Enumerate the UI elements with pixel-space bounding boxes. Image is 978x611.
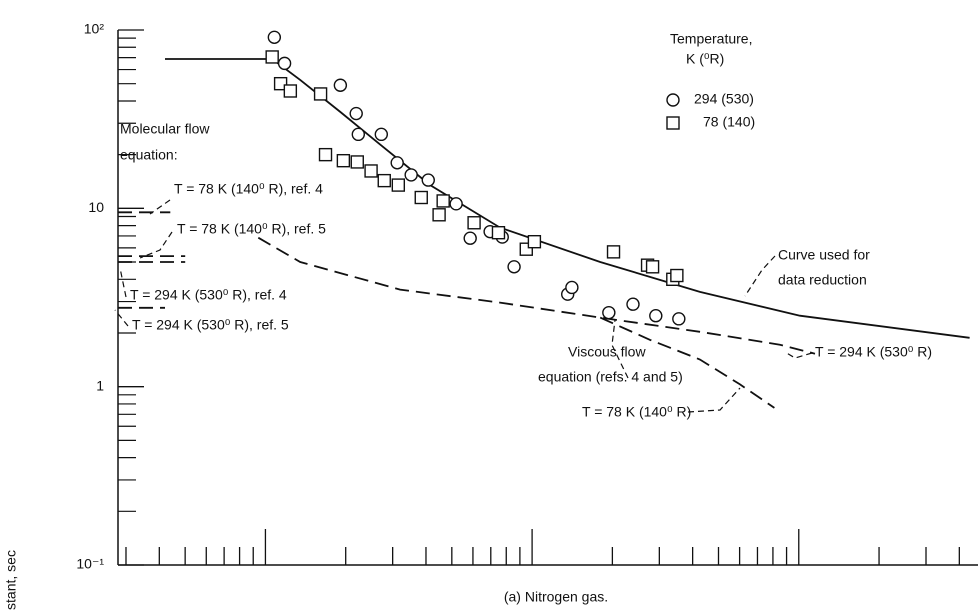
point [602,305,616,320]
point [432,208,446,222]
point [436,194,450,208]
point [449,197,463,211]
legend-label: 78 (140) [703,114,755,130]
point [318,147,333,162]
leader [611,319,629,379]
leader-lines [114,199,813,413]
legend-marker [666,116,680,130]
point [267,30,282,45]
point [391,178,406,192]
point [377,173,391,188]
annotation: equation (refs. 4 and 5) [538,369,683,385]
y-axis-label: stant, sec [3,550,19,610]
leader [784,351,813,359]
annotation: T = 294 K (530⁰ R), ref. 5 [132,317,289,333]
annotation: Curve used for [778,247,870,263]
point [672,312,686,326]
leader [114,309,129,327]
point [313,87,328,101]
point [645,260,660,274]
point [283,84,298,98]
leader [139,231,173,259]
y-tick-label: 1 [96,377,104,393]
point [351,127,366,142]
annotation: data reduction [778,272,867,288]
point [670,268,684,283]
point [333,78,348,92]
legend-title: K (⁰R) [686,51,724,67]
curve [257,236,816,355]
leader [687,387,741,413]
point [390,156,404,170]
point [273,76,288,91]
point [527,234,542,249]
point [265,50,279,64]
point [336,153,351,168]
annotation: equation: [120,147,178,163]
leader [119,267,127,298]
curve [599,316,775,409]
y-tick-label: 10⁻¹ [76,556,104,572]
point [491,226,506,240]
annotation: Molecular flow [120,121,210,137]
annotation: Viscous flow [568,344,646,360]
legend-title: Temperature, [670,31,752,47]
y-tick-label: 10 [88,199,104,215]
annotation: T = 78 K (140⁰ R), ref. 5 [177,221,326,237]
annotation: T = 78 K (140⁰ R), ref. 4 [174,181,323,197]
point [421,173,435,187]
point [349,106,363,121]
leader [744,255,776,297]
annotation: T = 294 K (530⁰ R), ref. 4 [130,287,287,303]
point [626,297,640,311]
point [364,164,378,178]
leader [149,199,171,215]
point [404,168,418,182]
point [277,56,292,71]
point [467,216,481,230]
y-tick-label: 10² [84,21,105,37]
point [350,155,364,169]
point [565,280,579,295]
point [463,231,477,245]
point [606,245,621,259]
legend-marker [666,93,680,107]
annotation: T = 78 K (140⁰ R) [582,404,691,420]
caption: (a) Nitrogen gas. [504,589,608,605]
point [507,260,521,274]
point [649,309,663,323]
point [414,190,428,205]
annotation: T = 294 K (530⁰ R) [815,344,932,360]
legend-label: 294 (530) [694,91,754,107]
point [374,127,389,142]
